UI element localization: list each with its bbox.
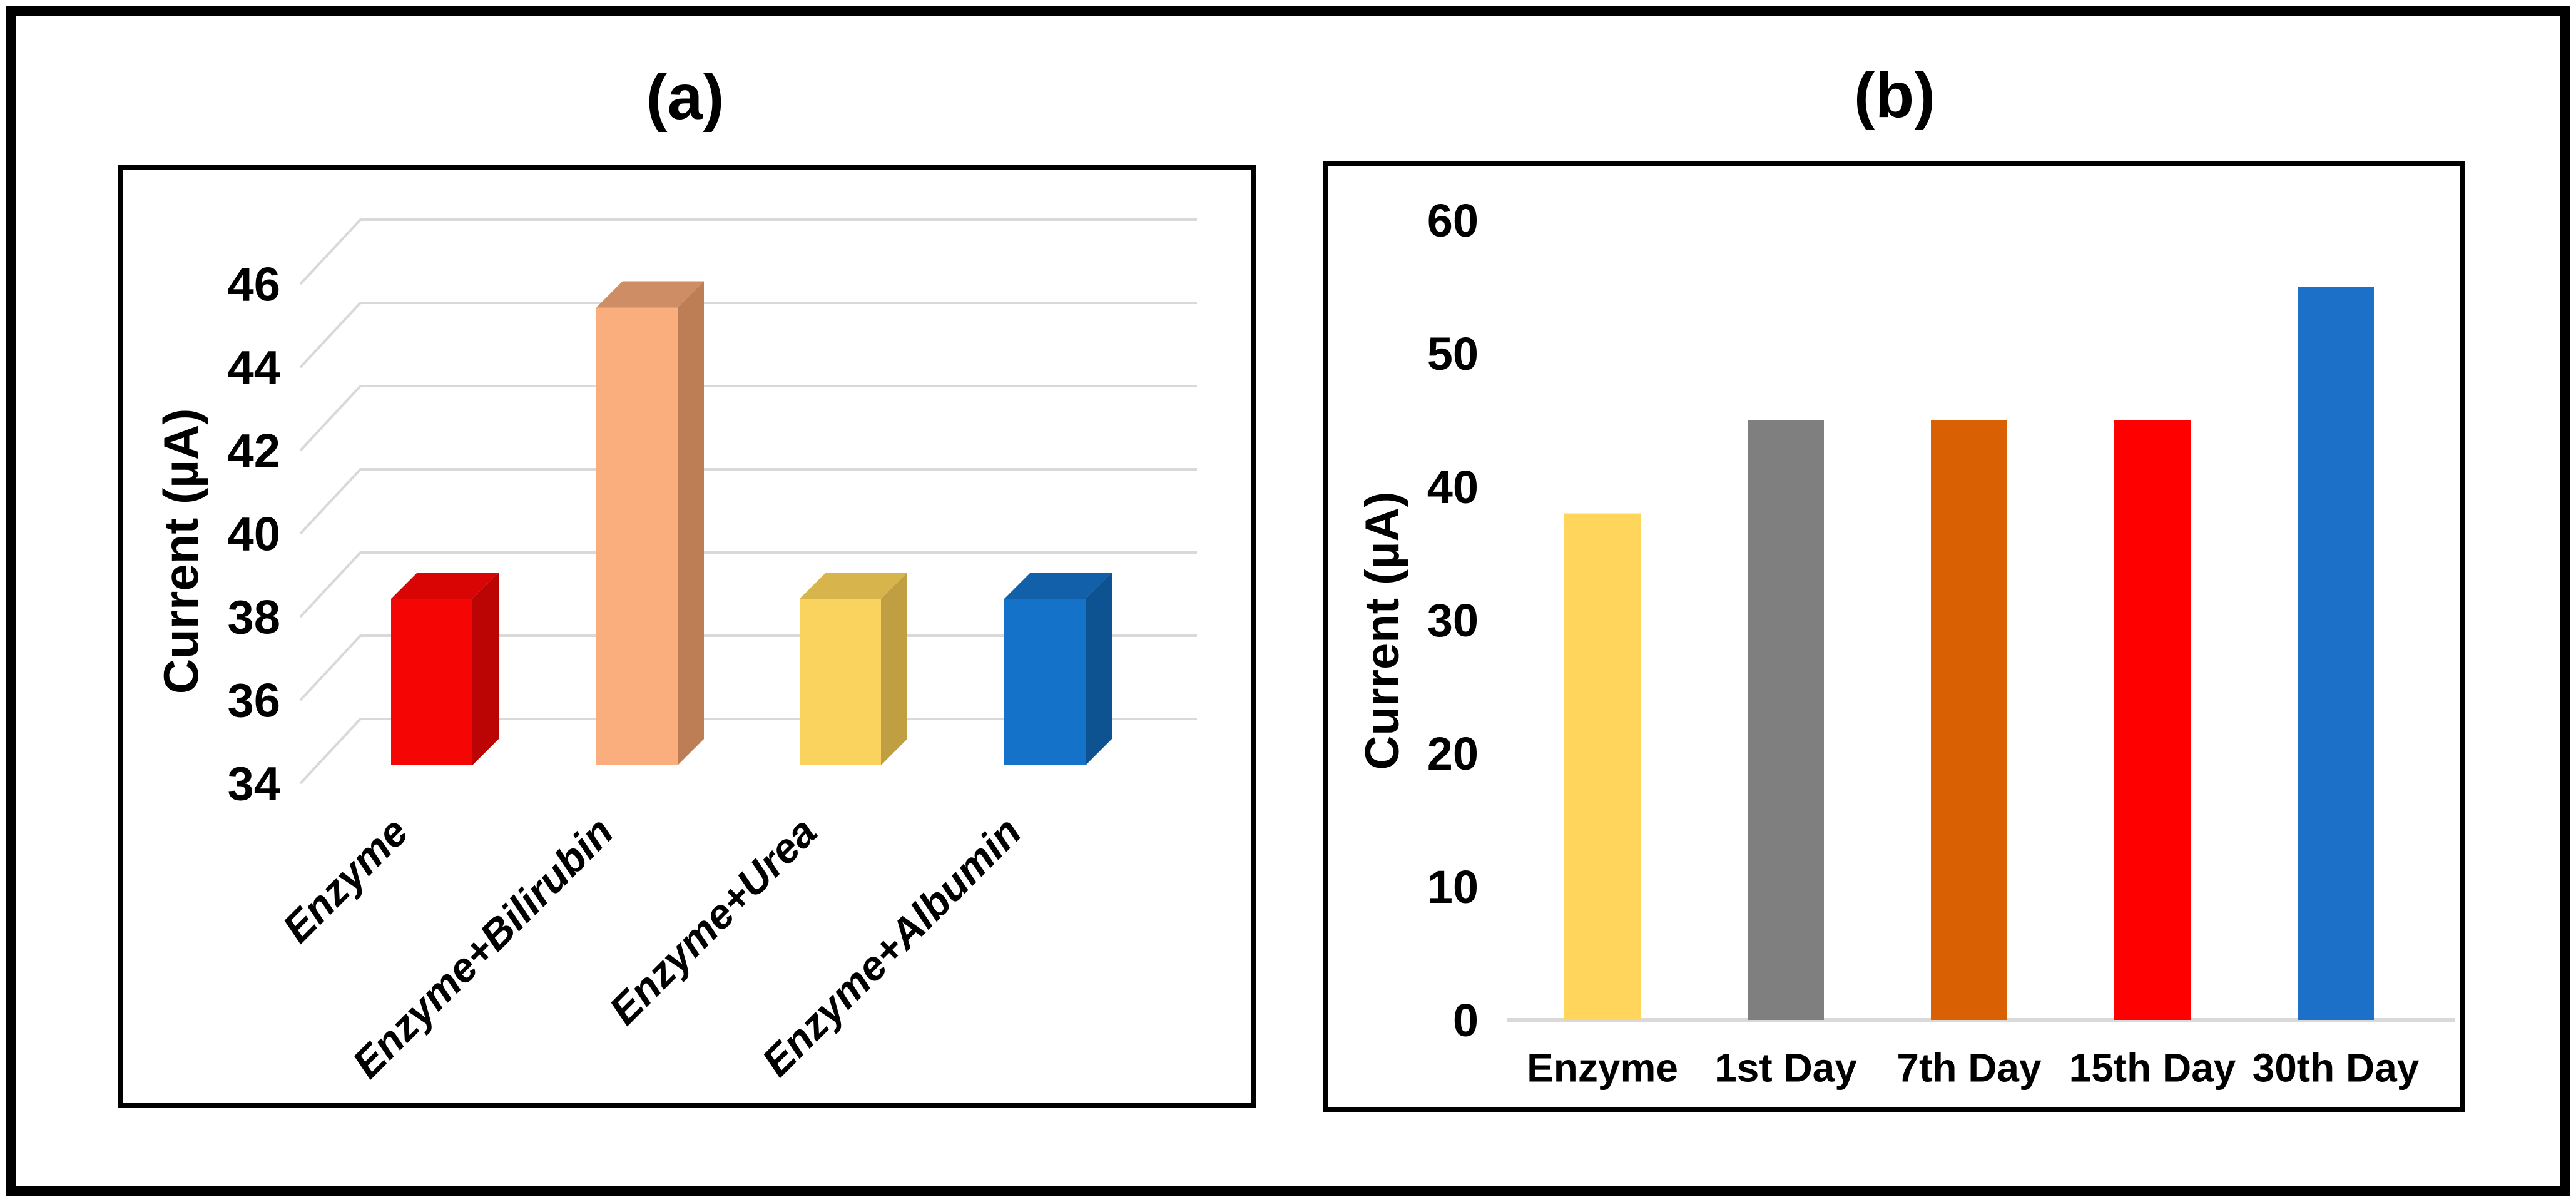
bar-top-face — [800, 573, 907, 599]
bar-front-face — [800, 599, 881, 765]
category-label-30th Day: 30th Day — [2253, 1045, 2420, 1090]
panel-a-title: (a) — [646, 61, 725, 133]
ytick-label-20: 20 — [1427, 728, 1479, 780]
category-label-Enzyme: Enzyme — [273, 808, 417, 952]
chart-a-box: 34 36 38 40 42 44 46 Enzyme Enzyme+Bilirubin Enz… — [118, 165, 1256, 1108]
bar-side-face — [1086, 573, 1112, 765]
chart-b-bars — [1564, 287, 2374, 1020]
bar-7th Day — [1931, 420, 2007, 1020]
gridline-40 — [299, 468, 1197, 535]
ytick-label-60: 60 — [1427, 195, 1479, 247]
chart-b-box: 0 10 20 30 40 50 60 Enzyme 1st Day 7th Day 15th D… — [1323, 161, 2465, 1112]
bar-15th Day — [2114, 420, 2191, 1020]
gridline-38 — [299, 551, 1197, 618]
category-label-Enzyme: Enzyme — [1527, 1045, 1678, 1090]
bar-front-face — [1004, 599, 1086, 765]
panel-b-title: (b) — [1853, 59, 1936, 131]
chart-a-ytick-labels: 34 36 38 40 42 44 46 — [227, 258, 280, 811]
gridline-42 — [299, 385, 1197, 452]
bar-side-face — [678, 281, 704, 765]
bar-side-face — [472, 573, 499, 765]
chart-a-gridlines — [299, 218, 1197, 785]
category-label-15th Day: 15th Day — [2069, 1045, 2236, 1090]
ytick-label-42: 42 — [227, 425, 280, 478]
chart-a-y-axis-title: Current (µA) — [153, 409, 208, 695]
gridline-46 — [299, 218, 1197, 285]
ytick-label-36: 36 — [227, 675, 280, 728]
chart-a-bars — [391, 281, 1112, 765]
chart-a-category-labels: EnzymeEnzyme+BilirubinEnzyme+UreaEnzyme+… — [273, 808, 1030, 1087]
ytick-label-38: 38 — [227, 591, 280, 644]
category-label-Enzyme+Urea: Enzyme+Urea — [600, 808, 825, 1034]
bar-1st Day — [1748, 420, 1824, 1020]
bar-top-face — [596, 281, 704, 308]
ytick-label-34: 34 — [227, 758, 280, 811]
bar-top-face — [1004, 573, 1112, 599]
bar-front-face — [596, 307, 678, 765]
chart-b-category-labels: Enzyme 1st Day 7th Day 15th Day 30th Day — [1527, 1045, 2420, 1090]
ytick-label-30: 30 — [1427, 594, 1479, 646]
ytick-label-40: 40 — [1427, 461, 1479, 513]
bar-side-face — [881, 573, 907, 765]
figure-outer-border — [6, 6, 2570, 1196]
gridline-34 — [299, 718, 1197, 785]
bar-top-face — [391, 573, 499, 599]
ytick-label-46: 46 — [227, 258, 280, 312]
bar-30th Day — [2298, 287, 2374, 1020]
gridline-44 — [299, 302, 1197, 369]
bar-Enzyme — [1564, 513, 1641, 1020]
ytick-label-40: 40 — [227, 508, 280, 561]
chart-b-bar-chart: 0 10 20 30 40 50 60 Enzyme 1st Day 7th Day 15th D… — [1356, 195, 2455, 1090]
chart-b-y-axis-title: Current (µA) — [1356, 492, 1409, 770]
category-label-7th Day: 7th Day — [1896, 1045, 2042, 1090]
ytick-label-0: 0 — [1453, 994, 1479, 1046]
bar-3d-Enzyme — [391, 573, 499, 765]
category-label-1st Day: 1st Day — [1714, 1045, 1857, 1090]
ytick-label-10: 10 — [1427, 861, 1479, 913]
ytick-label-50: 50 — [1427, 328, 1479, 380]
bar-3d-Enzyme+Urea — [800, 573, 907, 765]
bar-3d-Enzyme+Albumin — [1004, 573, 1112, 765]
gridline-36 — [299, 634, 1197, 701]
ytick-label-44: 44 — [227, 342, 280, 395]
chart-b-ytick-labels: 0 10 20 30 40 50 60 — [1427, 195, 1479, 1046]
bar-front-face — [391, 599, 472, 765]
bar-3d-Enzyme+Bilirubin — [596, 281, 704, 765]
